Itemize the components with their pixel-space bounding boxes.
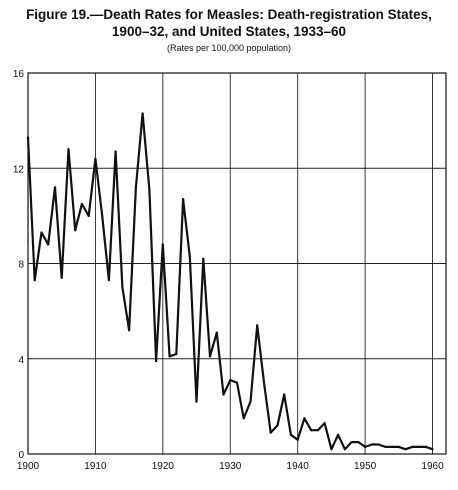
data-point — [87, 214, 90, 217]
data-point — [121, 286, 124, 289]
data-point — [296, 438, 299, 441]
data-point — [364, 445, 367, 448]
chart-title-line-1: Figure 19.—Death Rates for Measles: Deat… — [26, 7, 432, 22]
data-point — [215, 331, 218, 334]
data-point — [424, 445, 427, 448]
data-point — [283, 393, 286, 396]
x-tick-label: 1950 — [354, 461, 377, 472]
grid-lines — [28, 73, 446, 454]
data-point — [47, 243, 50, 246]
data-point — [417, 445, 421, 448]
x-tick-label: 1900 — [17, 461, 40, 472]
data-point — [208, 355, 212, 358]
data-point — [33, 279, 36, 282]
chart-title: Figure 19.—Death Rates for Measles: Deat… — [0, 6, 458, 40]
data-point — [404, 448, 407, 451]
x-tick-label: 1910 — [84, 461, 107, 472]
data-point — [357, 441, 360, 444]
data-point — [101, 214, 104, 217]
x-tick-label: 1920 — [152, 461, 175, 472]
data-point — [155, 360, 158, 363]
data-point — [161, 243, 164, 246]
data-point — [168, 355, 171, 358]
data-point — [377, 443, 380, 446]
data-point — [330, 448, 333, 451]
data-point — [343, 448, 346, 451]
data-point — [276, 424, 279, 427]
y-tick-label: 4 — [18, 355, 24, 366]
data-point — [337, 433, 340, 436]
data-point — [195, 400, 198, 403]
x-tick-label: 1960 — [421, 461, 444, 472]
data-point — [188, 255, 191, 258]
data-point — [148, 188, 151, 191]
data-point — [431, 448, 434, 451]
data-point — [202, 257, 205, 260]
data-point — [94, 157, 97, 160]
data-point — [53, 186, 57, 189]
data-point — [222, 393, 225, 396]
data-point — [242, 417, 245, 420]
y-tick-label: 0 — [18, 450, 24, 461]
data-point — [289, 433, 292, 436]
x-tick-labels: 1900 1910 1920 1930 1940 1950 1960 — [17, 461, 444, 472]
data-point — [303, 417, 306, 420]
data-point — [175, 352, 178, 356]
data-point — [141, 112, 144, 115]
x-tick-label: 1940 — [287, 461, 310, 472]
y-tick-label: 12 — [13, 164, 25, 175]
data-point — [316, 429, 319, 432]
data-point — [60, 276, 63, 279]
data-point — [134, 186, 137, 189]
data-point — [114, 150, 117, 153]
y-tick-label: 8 — [18, 260, 24, 271]
data-point — [249, 400, 252, 403]
data-point — [80, 202, 83, 206]
data-point — [391, 445, 394, 448]
data-point — [384, 445, 387, 448]
data-point — [40, 231, 43, 234]
data-point — [256, 324, 259, 327]
chart-subtitle: (Rates per 100,000 population) — [166, 43, 292, 53]
data-point — [262, 381, 266, 384]
data-point — [310, 429, 313, 432]
data-point — [229, 379, 232, 382]
data-point — [269, 431, 272, 434]
data-point — [182, 198, 185, 201]
data-point — [411, 445, 414, 448]
data-point — [74, 229, 77, 232]
title-block: Figure 19.—Death Rates for Measles: Deat… — [0, 6, 458, 53]
plot-frame — [27, 72, 447, 455]
x-tick-label: 1930 — [219, 461, 242, 472]
data-points — [26, 112, 434, 451]
data-point — [107, 279, 110, 282]
y-tick-labels: 0 4 8 12 16 — [13, 69, 25, 461]
y-tick-label: 16 — [13, 69, 25, 80]
data-point — [350, 441, 353, 444]
data-point — [128, 329, 131, 332]
data-point — [235, 381, 239, 384]
data-point — [67, 148, 70, 151]
data-point — [26, 136, 30, 139]
data-point — [323, 421, 326, 425]
chart-title-line-2: 1900–32, and United States, 1933–60 — [111, 24, 347, 39]
data-point — [370, 443, 373, 446]
data-point — [397, 445, 400, 448]
